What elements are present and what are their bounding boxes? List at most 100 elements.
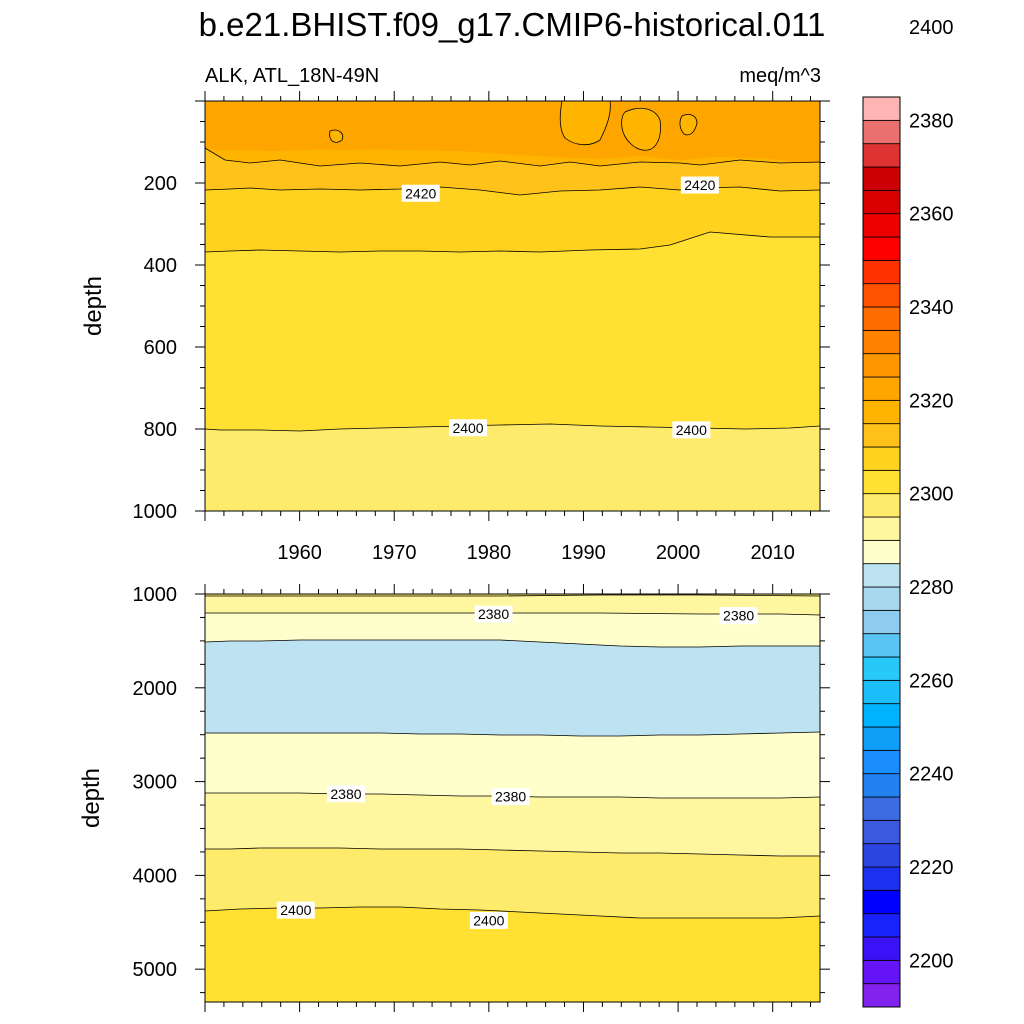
lower-y-tick-label: 5000	[133, 959, 178, 981]
contour-line-2425-upper-hole-1	[559, 100, 611, 146]
contour-label-text: 2400	[280, 902, 311, 918]
contour-label-text: 2400	[452, 420, 483, 436]
colorbar-swatch	[862, 889, 901, 915]
upper-x-tick-label: 1990	[561, 542, 606, 564]
lower-band-2370-2375	[205, 594, 820, 615]
colorbar-swatch	[862, 166, 901, 191]
colorbar-swatch	[862, 143, 901, 168]
upper-band-2420-2425	[205, 101, 820, 163]
units-label: meq/m^3	[739, 65, 821, 87]
colorbar-swatch	[862, 633, 901, 658]
colorbar-swatch	[862, 773, 901, 798]
colorbar-tick-label: 2200	[909, 950, 954, 972]
contour-line-2420-upper	[204, 147, 821, 167]
contour-label-bg	[474, 605, 513, 623]
lower-ticks: 1000 2000 3000 4000 5000	[133, 584, 830, 1012]
contour-line-2410-upper	[204, 231, 820, 253]
colorbar-swatch	[862, 959, 901, 985]
lower-y-tick-label: 3000	[133, 772, 178, 794]
contour-label-text: 2420	[405, 185, 436, 201]
upper-y-tick-label: 800	[144, 419, 177, 441]
contour-label: 2380	[326, 785, 365, 803]
colorbar-frame	[862, 96, 901, 1008]
upper-hole-1	[560, 101, 611, 145]
colorbar-swatch	[862, 376, 901, 401]
colorbar-swatch	[862, 609, 901, 635]
contour-label-bg	[680, 176, 719, 194]
colorbar-swatch	[862, 493, 901, 518]
upper-contour-labels: 2420 2420 2400 2400	[401, 176, 719, 439]
upper-hole-2	[621, 108, 661, 151]
upper-fill-layer	[205, 101, 820, 511]
colorbar-tick-label: 2340	[909, 297, 954, 319]
colorbar-swatch	[862, 539, 901, 565]
variable-label: ALK, ATL_18N-49N	[205, 65, 379, 87]
colorbar: 2200 2220 2240 2260 2280 2300 2320 2340 2360 2380…	[862, 17, 954, 1008]
contour-label-text: 2380	[495, 789, 526, 805]
contour-label: 2380	[491, 788, 530, 806]
colorbar-tick-label: 2280	[909, 577, 954, 599]
colorbar-swatch	[862, 726, 901, 751]
lower-y-tick-label: 2000	[133, 678, 178, 700]
colorbar-swatch	[862, 236, 901, 261]
contour-line-2395-lower-mid	[205, 847, 820, 857]
colorbar-swatch	[862, 936, 901, 961]
contour-label: 2380	[719, 607, 758, 625]
colorbar-tick-label: 2400	[909, 17, 954, 39]
upper-x-tick-label: 1970	[372, 542, 417, 564]
contour-label-text: 2380	[478, 606, 509, 622]
upper-y-axis-label: depth	[80, 276, 107, 336]
contour-label-text: 2380	[723, 608, 754, 624]
colorbar-swatch	[862, 819, 901, 845]
colorbar-swatch	[862, 516, 901, 541]
colorbar-swatch	[862, 679, 901, 705]
contour-line-2380-lower-mid	[205, 731, 821, 737]
upper-y-tick-label: 600	[144, 337, 177, 359]
lower-plot-frame	[204, 593, 821, 1003]
colorbar-swatch	[862, 399, 901, 425]
contour-label: 2380	[474, 605, 513, 623]
colorbar-swatch	[862, 703, 901, 728]
upper-y-tick-label: 400	[144, 255, 177, 277]
colorbar-swatch	[862, 796, 901, 821]
colorbar-swatch	[862, 213, 901, 238]
contour-label: 2400	[469, 911, 508, 929]
contour-label-text: 2380	[330, 786, 361, 802]
contour-label: 2420	[680, 176, 719, 194]
colorbar-tick-label: 2360	[909, 204, 954, 226]
colorbar-swatch	[862, 329, 901, 355]
upper-hole-4	[329, 130, 343, 143]
contour-label-text: 2400	[473, 912, 504, 928]
upper-x-tick-label: 2010	[750, 542, 795, 564]
colorbar-swatch	[862, 96, 901, 121]
colorbar-swatch	[862, 843, 901, 868]
contour-line-2390-lower-top	[205, 612, 821, 616]
contour-label-bg	[449, 419, 488, 437]
contour-label-bg	[719, 607, 758, 625]
upper-x-tick-label: 1960	[277, 542, 322, 564]
colorbar-swatch	[862, 353, 901, 378]
contour-line-2395-lower-top	[205, 594, 821, 597]
contour-label-bg	[469, 911, 508, 929]
contour-label: 2400	[672, 421, 711, 439]
contour-label-bg	[276, 901, 315, 919]
upper-y-tick-label: 200	[144, 173, 177, 195]
contour-line-2425-upper-hole-4	[329, 129, 344, 143]
colorbar-swatch	[862, 306, 901, 331]
colorbar-swatch	[862, 119, 901, 145]
contour-label-text: 2400	[676, 422, 707, 438]
contour-label-bg	[401, 184, 440, 202]
contour-line-2425-upper-hole-2	[621, 107, 661, 151]
contour-label: 2400	[276, 901, 315, 919]
upper-x-tick-label: 1980	[467, 542, 512, 564]
upper-x-tick-label: 2000	[656, 542, 701, 564]
upper-panel: 2420 2420 2400 2400 1960 1970 1980 1990 2000 201…	[80, 91, 830, 564]
lower-y-tick-label: 4000	[133, 865, 178, 887]
colorbar-swatch	[862, 469, 901, 495]
upper-ticks: 1960 1970 1980 1990 2000 2010 200 400 600 800 1000	[133, 91, 830, 564]
contour-label-bg	[491, 788, 530, 806]
contour-label-bg	[672, 421, 711, 439]
colorbar-swatch	[862, 189, 901, 215]
colorbar-tick-label: 2320	[909, 390, 954, 412]
colorbar-swatch	[862, 656, 901, 681]
